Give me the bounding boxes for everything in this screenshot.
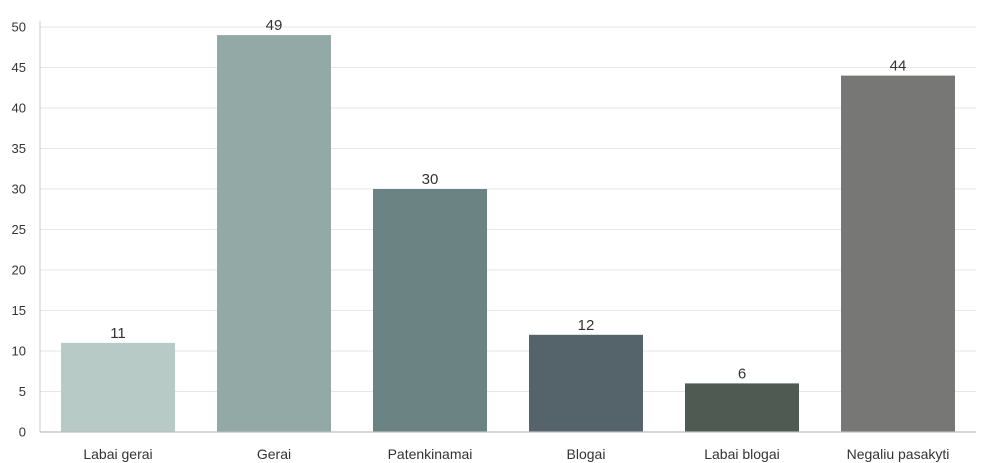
- y-tick-label: 15: [12, 303, 26, 318]
- y-tick-label: 20: [12, 263, 26, 278]
- bars: 11 49 30 12 6 44: [61, 17, 955, 432]
- y-tick-label: 30: [12, 182, 26, 197]
- bar: [841, 75, 955, 432]
- bar: [529, 334, 643, 432]
- y-tick-label: 50: [12, 20, 26, 35]
- data-label: 11: [110, 325, 126, 342]
- y-axis: 0 5 10 15 20 25 30 35 40 45 50: [12, 20, 41, 440]
- y-tick-label: 45: [12, 60, 26, 75]
- data-label: 6: [738, 365, 746, 382]
- bar: [217, 35, 331, 432]
- x-tick-label: Labai blogai: [704, 446, 780, 462]
- x-axis: Labai gerai Gerai Patenkinamai Blogai Labai …: [40, 431, 976, 462]
- data-label: 44: [890, 58, 907, 75]
- bar: [61, 342, 175, 432]
- y-tick-label: 5: [19, 384, 26, 399]
- bar: [685, 383, 799, 432]
- data-label: 30: [422, 171, 439, 188]
- y-tick-label: 10: [12, 344, 26, 359]
- x-tick-label: Gerai: [257, 446, 291, 462]
- y-tick-label: 40: [12, 101, 26, 116]
- data-label: 12: [578, 317, 595, 334]
- data-label: 49: [266, 17, 283, 34]
- x-tick-label: Labai gerai: [83, 446, 152, 462]
- bar: [373, 189, 487, 432]
- x-tick-label: Negaliu pasakyti: [847, 446, 950, 462]
- x-tick-label: Blogai: [567, 446, 606, 462]
- y-tick-label: 35: [12, 141, 26, 156]
- gridlines: [40, 26, 976, 392]
- y-tick-label: 0: [19, 425, 26, 440]
- y-tick-label: 25: [12, 222, 26, 237]
- x-tick-label: Patenkinamai: [388, 446, 473, 462]
